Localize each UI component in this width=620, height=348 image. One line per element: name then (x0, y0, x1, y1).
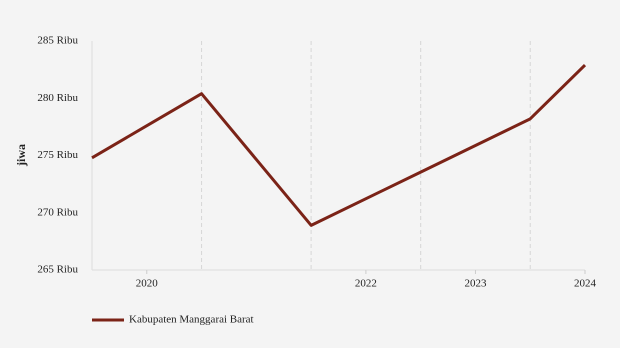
y-tick-label: 285 Ribu (37, 35, 78, 47)
legend-label: Kabupaten Manggarai Barat (129, 314, 254, 326)
x-tick-label: 2024 (574, 278, 597, 290)
x-tick-label: 2023 (464, 278, 487, 290)
y-axis-title: jiwa (14, 144, 28, 167)
x-tick-label: 2020 (136, 278, 159, 290)
y-tick-label: 265 Ribu (37, 264, 78, 276)
x-tick-label: 2022 (355, 278, 377, 290)
y-tick-label: 275 Ribu (37, 149, 78, 161)
y-tick-label: 270 Ribu (37, 206, 78, 218)
line (91, 63, 587, 227)
y-tick-label: 280 Ribu (37, 92, 78, 104)
